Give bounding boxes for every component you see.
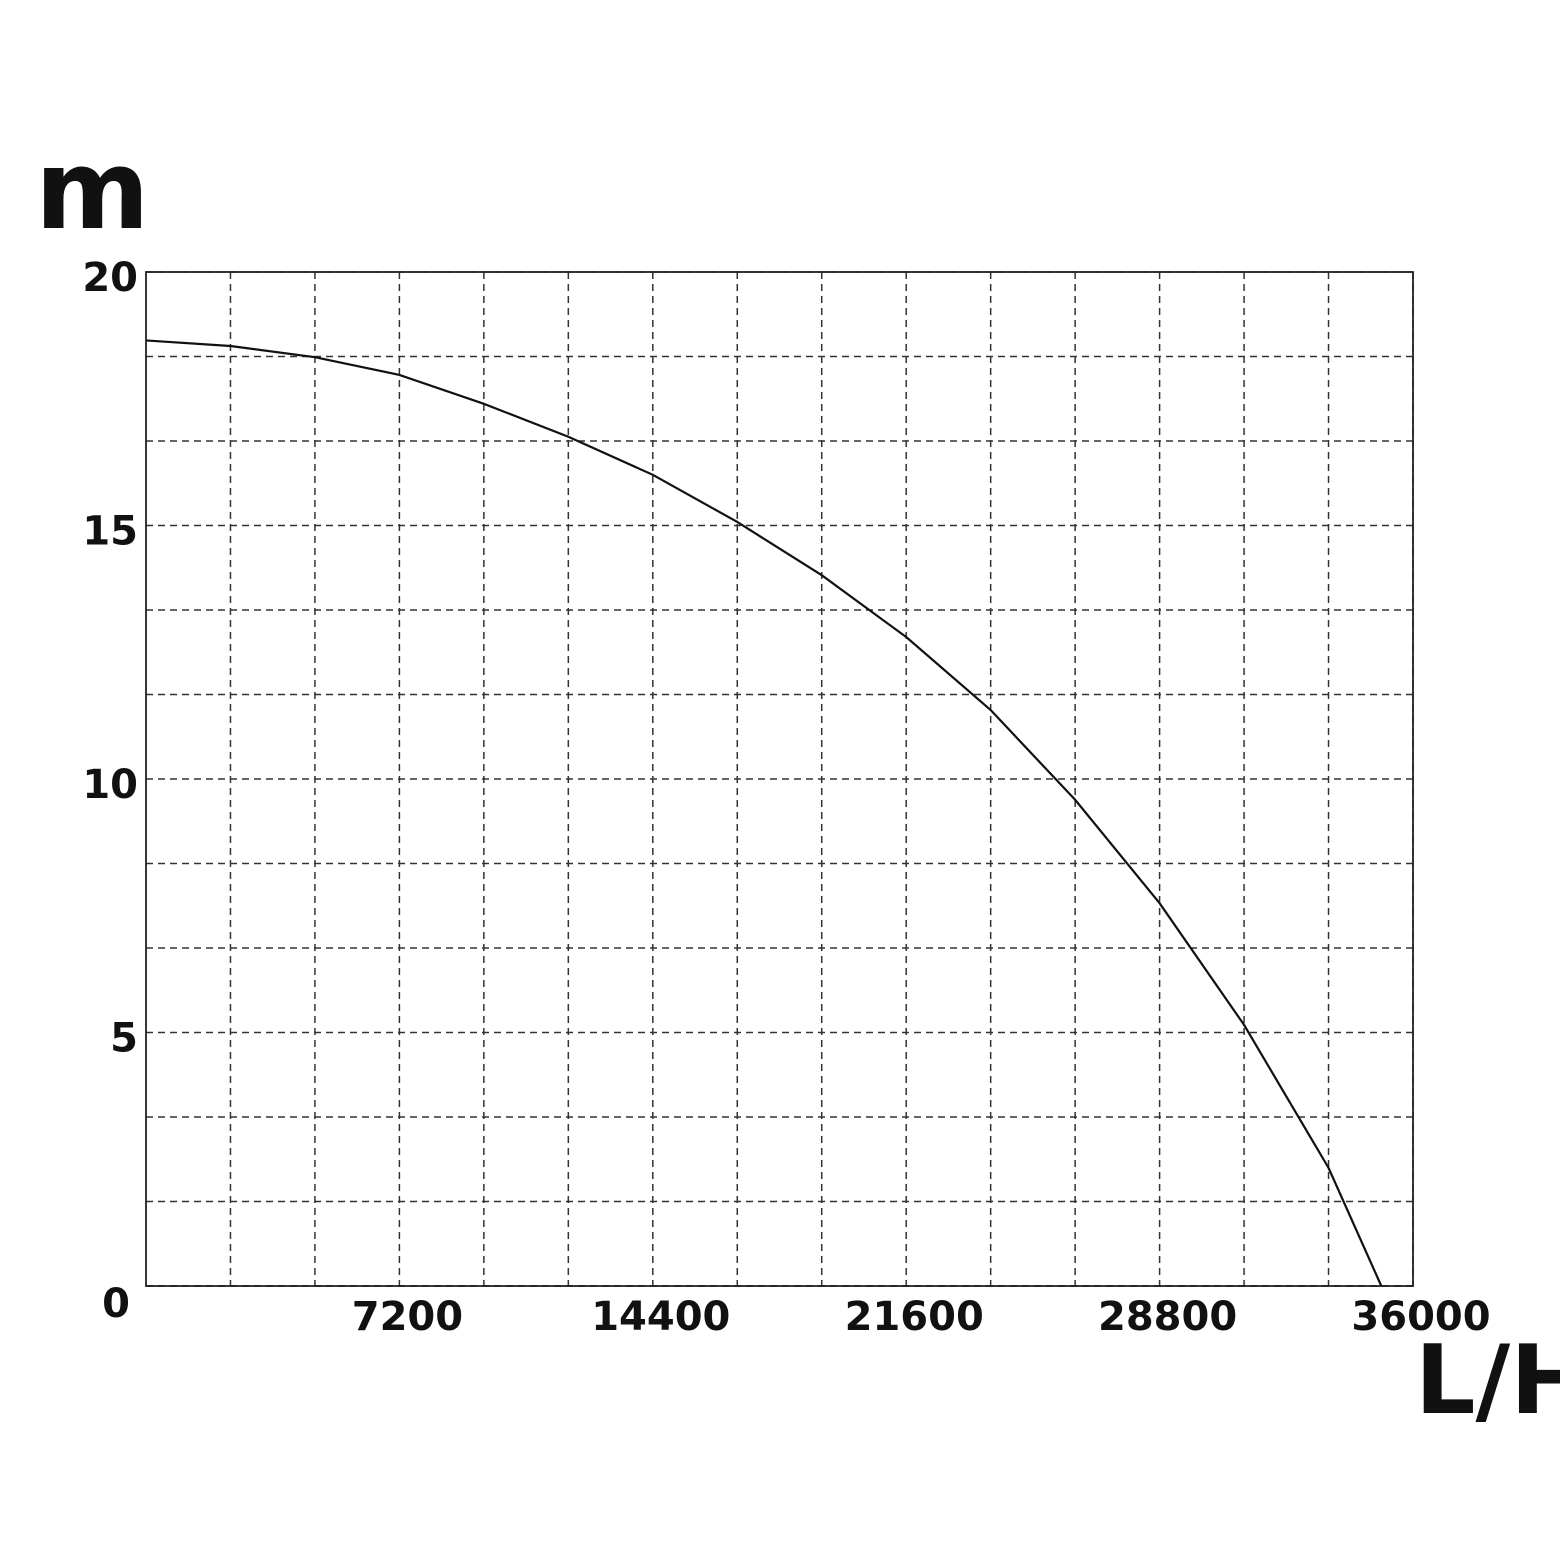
x-tick-label: 36000 [1351,1294,1490,1340]
x-tick-label: 28800 [1098,1294,1237,1340]
plot-frame [145,271,1414,1287]
y-tick-label: 15 [82,509,138,555]
y-axis-label: m [35,126,150,254]
y-tick-label: 10 [82,762,138,808]
y-tick-label: 5 [110,1016,138,1062]
curve [145,339,1383,1287]
x-tick-label: 14400 [591,1294,730,1340]
y-tick-label: 20 [82,255,138,301]
y-tick-label: 0 [102,1281,130,1327]
x-axis-label: L/H [1415,1326,1560,1436]
x-tick-label: 21600 [845,1294,984,1340]
x-tick-label: 7200 [352,1294,463,1340]
